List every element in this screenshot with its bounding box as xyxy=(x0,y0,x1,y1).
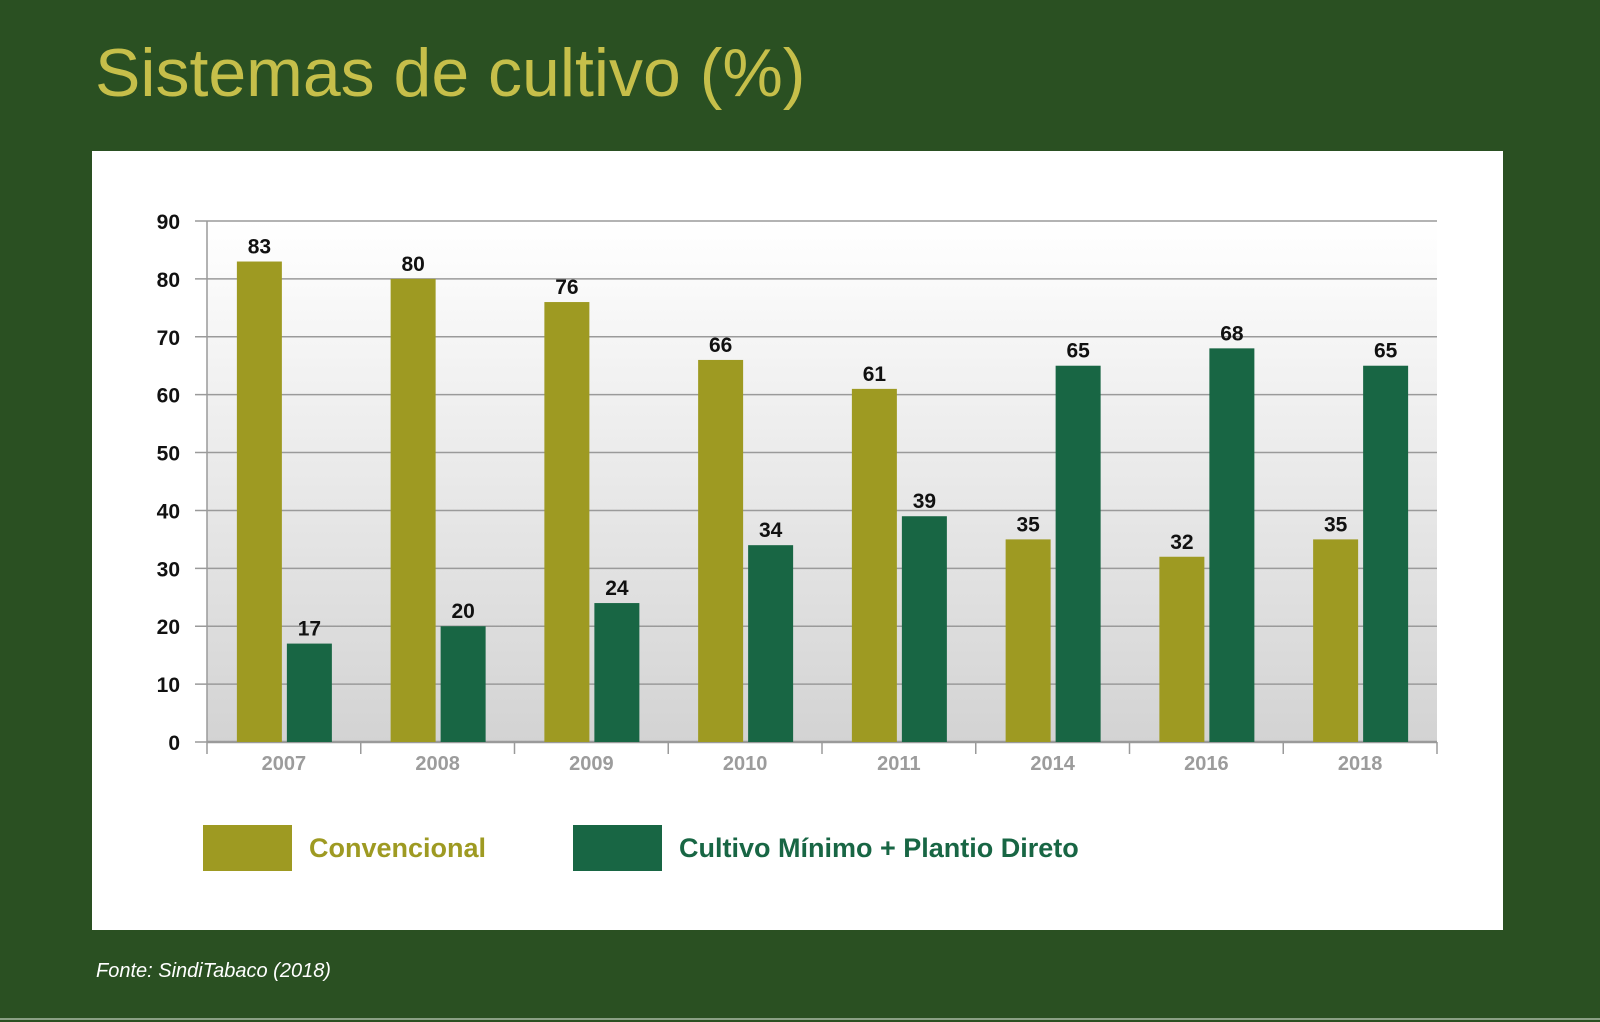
page-title: Sistemas de cultivo (%) xyxy=(95,35,806,111)
data-label: 76 xyxy=(555,276,578,299)
data-label: 35 xyxy=(1016,513,1040,536)
data-label: 20 xyxy=(451,600,474,623)
x-tick-label: 2016 xyxy=(1184,753,1229,775)
data-label: 65 xyxy=(1374,340,1398,363)
x-tick-label: 2010 xyxy=(723,753,768,775)
y-tick-label: 0 xyxy=(168,732,180,755)
data-label: 24 xyxy=(605,577,629,600)
data-label: 61 xyxy=(863,363,887,386)
legend-swatch xyxy=(203,825,292,871)
data-label: 65 xyxy=(1066,340,1090,363)
legend-swatch xyxy=(573,825,662,871)
source-note: Fonte: SindiTabaco (2018) xyxy=(96,960,331,982)
data-label: 80 xyxy=(401,253,424,276)
y-tick-label: 20 xyxy=(157,616,180,639)
data-label: 39 xyxy=(913,490,936,513)
y-tick-label: 80 xyxy=(157,269,180,292)
x-tick-label: 2007 xyxy=(262,753,307,775)
bar-cultivo-minimo xyxy=(286,643,332,742)
y-tick-label: 10 xyxy=(157,674,180,697)
bar-convencional xyxy=(851,388,897,742)
x-tick-label: 2008 xyxy=(415,753,460,775)
bar-cultivo-minimo xyxy=(1055,365,1101,742)
bar-convencional xyxy=(1313,539,1359,742)
bar-cultivo-minimo xyxy=(1209,348,1255,742)
bar-convencional xyxy=(1005,539,1051,742)
data-label: 34 xyxy=(759,519,783,542)
x-tick-label: 2011 xyxy=(877,753,920,775)
y-tick-label: 40 xyxy=(157,500,180,523)
legend-label: Convencional xyxy=(309,833,486,863)
bar-convencional xyxy=(544,302,590,742)
data-label: 66 xyxy=(709,334,732,357)
x-tick-label: 2009 xyxy=(569,753,614,775)
bar-convencional xyxy=(1159,556,1205,742)
bar-convencional xyxy=(698,359,744,742)
bar-cultivo-minimo xyxy=(1363,365,1409,742)
x-tick-label: 2018 xyxy=(1338,753,1383,775)
data-label: 68 xyxy=(1220,322,1244,345)
bottom-divider xyxy=(0,1018,1600,1020)
y-tick-label: 90 xyxy=(157,211,180,234)
bar-convencional xyxy=(236,261,282,742)
bar-cultivo-minimo xyxy=(594,603,640,742)
bar-convencional xyxy=(390,278,436,742)
bar-cultivo-minimo xyxy=(440,626,486,742)
legend-label: Cultivo Mínimo + Plantio Direto xyxy=(679,833,1079,863)
bar-cultivo-minimo xyxy=(901,516,947,742)
data-label: 17 xyxy=(298,618,321,641)
x-tick-label: 2014 xyxy=(1030,753,1075,775)
data-label: 83 xyxy=(248,236,271,259)
y-tick-label: 60 xyxy=(157,385,180,408)
y-tick-label: 50 xyxy=(157,443,180,466)
data-label: 35 xyxy=(1324,513,1348,536)
y-tick-label: 70 xyxy=(157,327,180,350)
y-tick-label: 30 xyxy=(157,558,180,581)
bar-cultivo-minimo xyxy=(748,545,794,742)
data-label: 32 xyxy=(1170,531,1193,554)
